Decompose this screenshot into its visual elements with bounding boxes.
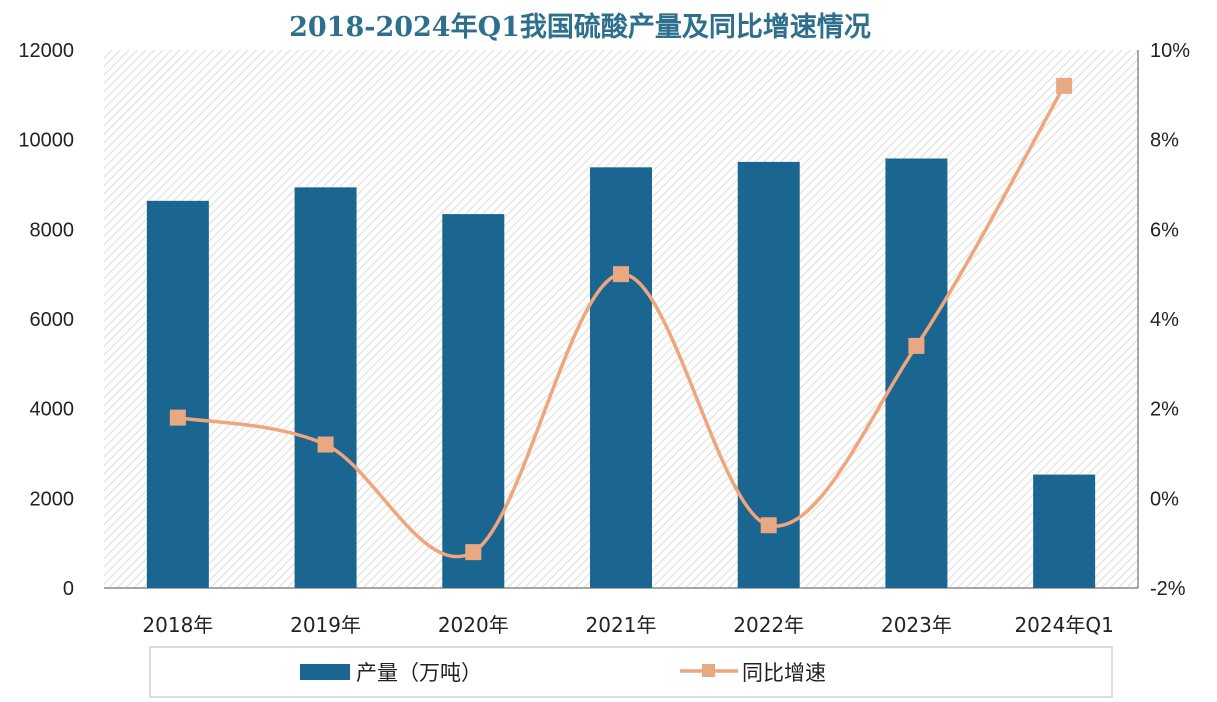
line-series (169, 77, 1073, 561)
legend-bar-swatch (300, 664, 350, 680)
legend-box (149, 646, 1113, 698)
right-tick-label: 6% (1150, 219, 1179, 241)
left-tick-label: 6000 (30, 309, 75, 331)
right-tick-label: 10% (1150, 40, 1190, 62)
legend-line-label: 同比增速 (742, 661, 826, 685)
right-tick-label: 4% (1150, 309, 1179, 331)
growth-point (908, 337, 925, 354)
left-tick-label: 12000 (18, 40, 74, 62)
growth-point (613, 266, 629, 283)
bar (442, 214, 505, 588)
growth-point (1056, 77, 1073, 94)
category-label: 2023年 (881, 613, 952, 637)
legend-item-bar: 产量（万吨） (300, 661, 482, 685)
left-tick-label: 8000 (30, 219, 75, 241)
bar (294, 187, 357, 589)
chart-title: 2018-2024年Q1我国硫酸产量及同比增速情况 (289, 11, 871, 43)
right-tick-label: 0% (1150, 488, 1179, 510)
bar (1033, 474, 1096, 588)
bar (590, 167, 652, 588)
legend-marker-swatch (702, 664, 715, 677)
growth-point (465, 544, 482, 561)
bar (737, 161, 800, 589)
legend-bar-label: 产量（万吨） (356, 661, 482, 685)
growth-point (169, 409, 186, 426)
bar (146, 200, 209, 588)
bar (885, 158, 948, 588)
legend-item-line: 同比增速 (680, 661, 826, 685)
category-label: 2020年 (438, 613, 509, 637)
right-tick-label: -2% (1150, 578, 1186, 600)
left-axis-ticks: 0 2000 4000 6000 8000 10000 12000 (18, 40, 74, 600)
category-label: 2018年 (142, 613, 213, 637)
category-labels: 2018年 2019年 2020年 2021年 2022年 2023年 2024年Q1 (142, 613, 1113, 637)
right-tick-label: 8% (1150, 130, 1179, 152)
left-tick-label: 2000 (30, 488, 75, 510)
growth-point (317, 436, 334, 453)
left-tick-label: 4000 (30, 399, 75, 421)
left-tick-label: 10000 (18, 130, 74, 152)
category-label: 2019年 (290, 613, 361, 637)
left-tick-label: 0 (63, 578, 74, 600)
right-axis-ticks: -2% 0% 2% 4% 6% 8% 10% (1150, 40, 1190, 600)
category-label: 2021年 (586, 613, 657, 637)
growth-point (760, 517, 777, 534)
category-label: 2022年 (733, 613, 804, 637)
right-tick-label: 2% (1150, 399, 1179, 421)
category-label: 2024年Q1 (1014, 613, 1113, 637)
